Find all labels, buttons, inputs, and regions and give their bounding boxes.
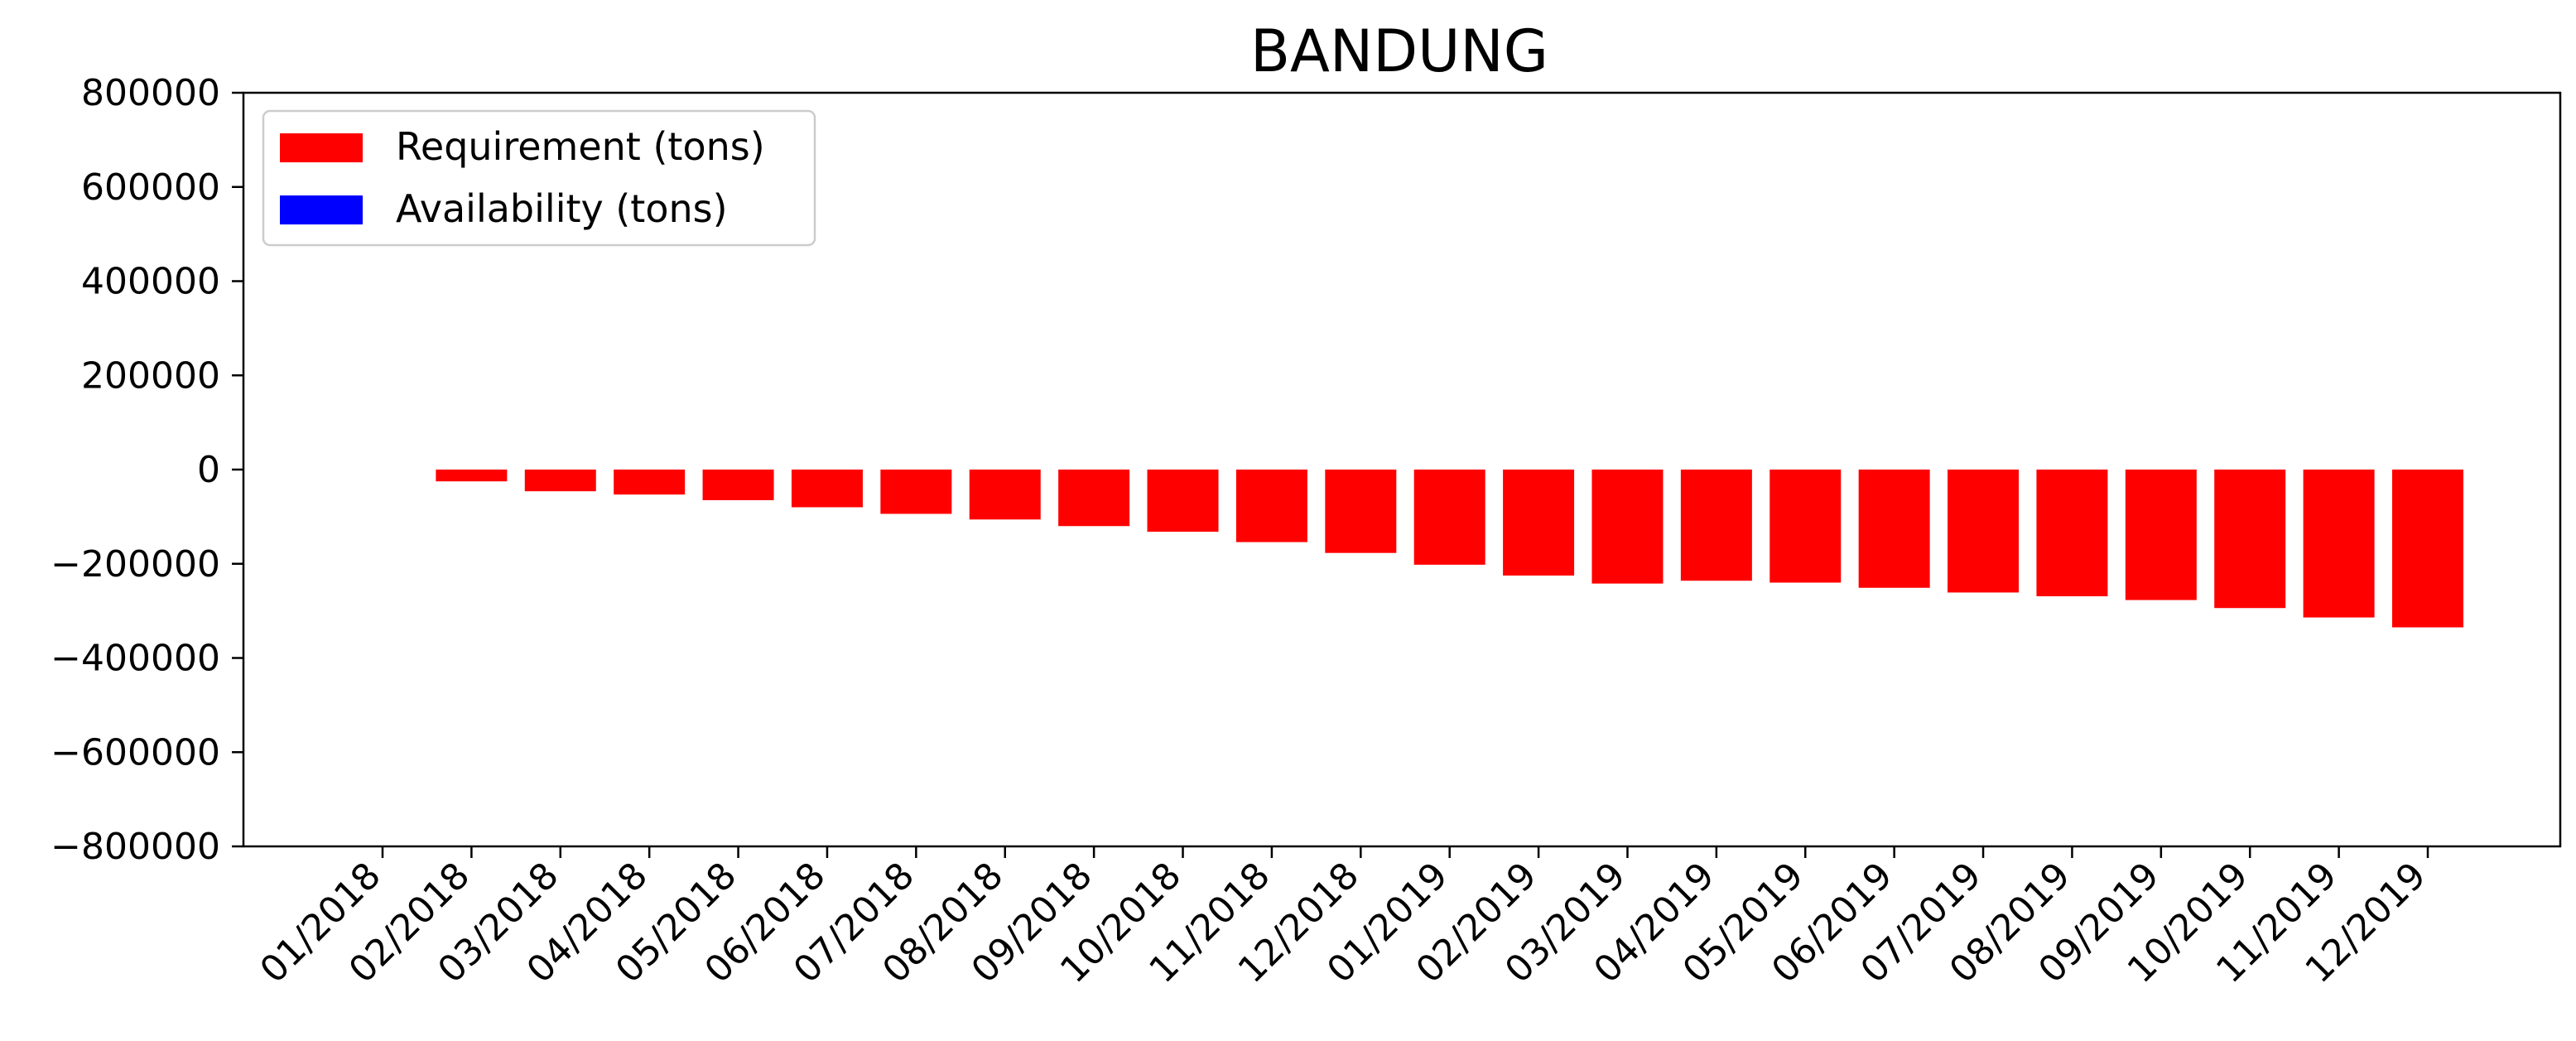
bar-requirement-12-2019 xyxy=(2392,470,2463,628)
bar-requirement-07-2019 xyxy=(1948,470,2020,593)
bar-requirement-07-2018 xyxy=(880,470,952,514)
y-tick-label: −800000 xyxy=(51,826,220,868)
bar-requirement-10-2018 xyxy=(1147,470,1219,533)
bar-requirement-12-2018 xyxy=(1325,470,1397,553)
bar-requirement-10-2019 xyxy=(2214,470,2286,609)
legend-label-availability: Availability (tons) xyxy=(396,186,728,231)
bar-requirement-01-2019 xyxy=(1413,470,1485,565)
bar-requirement-04-2018 xyxy=(614,470,686,495)
legend-label-requirement: Requirement (tons) xyxy=(396,124,765,169)
bar-requirement-03-2019 xyxy=(1591,470,1664,584)
y-tick-label: 0 xyxy=(197,449,220,491)
y-tick-label: −600000 xyxy=(51,731,220,774)
bar-requirement-08-2018 xyxy=(969,470,1041,520)
chart-title: BANDUNG xyxy=(1250,17,1548,85)
bar-requirement-09-2019 xyxy=(2125,470,2197,600)
x-axis: 01/201802/201803/201804/201805/201806/20… xyxy=(252,846,2434,991)
legend-swatch-requirement xyxy=(280,133,363,162)
y-tick-label: −200000 xyxy=(51,543,220,586)
legend-box xyxy=(262,109,816,247)
bar-requirement-11-2018 xyxy=(1235,470,1307,542)
y-tick-label: 600000 xyxy=(81,166,220,209)
plot-frame xyxy=(242,91,2562,848)
bar-requirement-04-2019 xyxy=(1680,470,1752,581)
y-tick-label: 800000 xyxy=(81,72,220,114)
bar-requirement-06-2019 xyxy=(1858,470,1930,588)
bar-requirement-05-2019 xyxy=(1769,470,1842,583)
y-axis: 800000 600000 400000 200000 0 −200000 −400000 −… xyxy=(51,72,243,868)
legend-swatch-availability xyxy=(280,195,363,224)
bar-requirement-02-2019 xyxy=(1503,470,1575,576)
bar-requirement-06-2018 xyxy=(791,470,863,508)
bar-requirement-11-2019 xyxy=(2303,470,2375,618)
bar-requirement-08-2019 xyxy=(2036,470,2108,596)
y-tick-label: 400000 xyxy=(81,261,220,303)
bar-requirement-02-2018 xyxy=(436,470,508,482)
bar-requirement-03-2018 xyxy=(524,470,596,492)
bar-requirement-05-2018 xyxy=(702,470,774,500)
bars-group xyxy=(436,470,2463,628)
y-tick-label: −400000 xyxy=(51,638,220,680)
y-tick-label: 200000 xyxy=(81,354,220,397)
bar-requirement-09-2018 xyxy=(1058,470,1130,527)
legend: Requirement (tons) Availability (tons) xyxy=(262,109,816,247)
